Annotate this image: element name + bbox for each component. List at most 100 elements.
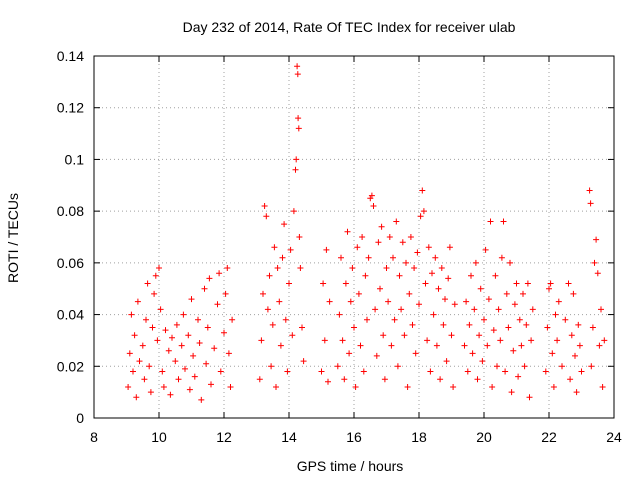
x-tick-label: 20 xyxy=(476,429,492,445)
data-point xyxy=(508,389,515,396)
data-point xyxy=(404,384,411,390)
data-point xyxy=(352,384,359,390)
data-point xyxy=(554,337,561,344)
data-point xyxy=(429,270,435,277)
data-point xyxy=(443,358,450,365)
data-point xyxy=(396,272,403,279)
data-point xyxy=(430,311,437,318)
data-point xyxy=(152,272,159,279)
data-point xyxy=(403,259,409,266)
data-point xyxy=(334,363,341,370)
y-tick-label: 0.14 xyxy=(57,48,84,64)
data-point xyxy=(377,285,383,292)
data-point xyxy=(216,270,223,277)
data-point xyxy=(497,337,504,344)
data-point xyxy=(201,285,208,292)
data-point xyxy=(568,332,575,339)
x-tick-label: 18 xyxy=(411,429,427,445)
data-point xyxy=(165,347,172,354)
x-tick-label: 12 xyxy=(216,429,232,445)
data-point xyxy=(157,306,164,313)
data-point xyxy=(578,368,585,375)
data-point xyxy=(221,329,227,336)
data-point xyxy=(323,246,330,253)
data-point xyxy=(503,290,510,297)
data-point xyxy=(468,272,474,279)
data-point xyxy=(128,311,135,318)
x-tick-label: 8 xyxy=(90,429,98,445)
data-point xyxy=(325,378,331,385)
data-point xyxy=(222,290,229,297)
y-tick-label: 0.04 xyxy=(57,307,84,323)
data-point xyxy=(281,221,288,228)
data-point xyxy=(407,234,414,240)
data-point xyxy=(573,389,580,396)
data-point xyxy=(204,324,211,331)
data-point xyxy=(191,373,198,380)
data-point xyxy=(550,384,557,390)
data-point xyxy=(299,324,305,331)
data-point xyxy=(300,358,307,365)
data-point xyxy=(549,350,556,357)
data-point xyxy=(346,350,353,357)
data-point xyxy=(511,301,518,308)
data-point xyxy=(552,311,559,318)
data-point xyxy=(476,332,483,339)
data-point xyxy=(419,187,426,194)
data-point xyxy=(151,290,158,297)
data-point xyxy=(529,306,536,313)
data-point xyxy=(516,316,523,323)
data-point xyxy=(180,311,187,318)
data-point xyxy=(528,337,535,344)
data-point xyxy=(381,376,388,383)
data-point xyxy=(446,244,453,251)
data-point xyxy=(442,296,448,303)
data-point xyxy=(154,337,161,344)
data-point xyxy=(598,306,604,313)
data-point xyxy=(448,332,455,339)
x-tick-label: 24 xyxy=(606,429,622,445)
data-point xyxy=(433,342,440,349)
data-point xyxy=(326,298,333,305)
data-point xyxy=(601,337,608,344)
data-point xyxy=(411,265,418,271)
data-point xyxy=(593,236,600,243)
data-point xyxy=(146,363,153,370)
data-point xyxy=(173,321,180,328)
data-point xyxy=(422,280,429,287)
data-point xyxy=(139,342,146,349)
data-point xyxy=(440,321,447,328)
data-point xyxy=(175,376,182,383)
data-point xyxy=(156,265,162,271)
data-point xyxy=(351,324,357,331)
data-point xyxy=(355,290,362,297)
data-point xyxy=(347,298,354,305)
x-tick-label: 10 xyxy=(151,429,167,445)
data-point xyxy=(195,316,201,323)
data-point xyxy=(268,363,275,370)
data-point xyxy=(565,280,572,287)
data-point xyxy=(464,368,471,375)
data-point xyxy=(372,306,379,313)
data-point xyxy=(572,352,578,359)
data-point xyxy=(409,321,416,328)
data-point xyxy=(437,376,444,383)
data-point xyxy=(178,342,185,349)
data-point xyxy=(451,301,458,308)
data-point xyxy=(494,363,500,370)
data-point xyxy=(559,363,565,370)
data-point xyxy=(498,254,505,261)
data-point xyxy=(495,306,502,313)
data-point xyxy=(279,254,286,261)
data-point xyxy=(575,321,582,328)
data-point xyxy=(269,321,276,328)
data-point xyxy=(587,200,594,207)
data-point xyxy=(401,332,408,339)
data-point xyxy=(599,384,606,390)
data-point xyxy=(373,352,380,359)
data-point xyxy=(130,368,136,375)
data-point xyxy=(261,203,268,209)
data-point xyxy=(365,254,372,261)
data-point xyxy=(172,358,179,365)
data-point xyxy=(589,324,596,331)
